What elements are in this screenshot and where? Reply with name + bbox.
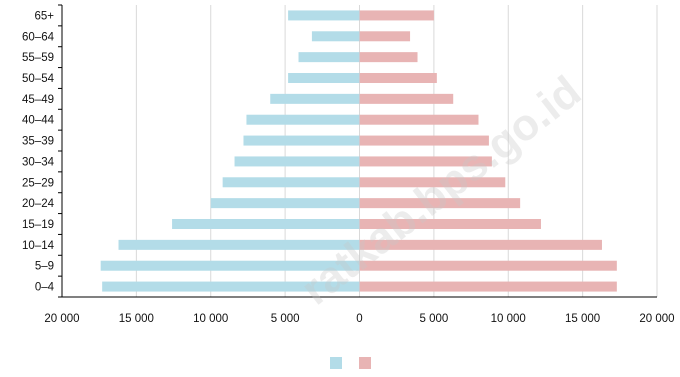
x-tick-label: 15 000: [565, 313, 600, 325]
bar-right-5: [359, 114, 479, 125]
y-tick-label: 20–24: [22, 198, 55, 210]
bar-right-3: [359, 73, 437, 83]
bar-right-9: [359, 198, 521, 209]
bar-left-12: [100, 260, 360, 271]
bar-left-6: [243, 135, 360, 146]
bar-right-7: [359, 156, 492, 167]
y-tick-label: 60–64: [22, 31, 55, 43]
y-tick-labels: 65+ 60–64 55–59 50–54 45–49 40–44 35–39 30–34 25…: [22, 10, 55, 293]
y-tick-label: 15–19: [22, 219, 54, 231]
x-tick-label: 20 000: [44, 313, 79, 325]
bars: [100, 10, 617, 292]
x-tick-labels: 20 000 15 000 10 000 5 000 0 5 000 10 000 15 00…: [44, 313, 674, 325]
bar-right-6: [359, 135, 489, 146]
x-tick-label: 5 000: [419, 313, 448, 325]
x-tick-label: 5 000: [271, 313, 300, 325]
y-tick-label: 35–39: [22, 136, 54, 148]
y-tick-label: 50–54: [22, 73, 55, 85]
bar-left-2: [298, 52, 360, 63]
bar-right-8: [359, 177, 506, 188]
bar-right-0: [359, 10, 434, 21]
bar-right-4: [359, 93, 454, 104]
y-tick-label: 0–4: [35, 282, 55, 294]
bar-right-12: [359, 260, 617, 271]
y-tick-label: 55–59: [22, 52, 54, 64]
bar-left-13: [102, 281, 360, 292]
x-tick-label: 10 000: [193, 313, 228, 325]
y-tick-label: 65+: [34, 10, 54, 22]
bar-left-10: [172, 219, 360, 229]
legend-swatch-right: [359, 357, 371, 369]
bar-left-5: [246, 114, 360, 125]
bar-right-11: [359, 239, 602, 250]
grid-lines: [135, 5, 658, 297]
x-tick-label: 0: [356, 313, 362, 325]
y-tick-label: 40–44: [22, 115, 55, 127]
bar-left-11: [118, 239, 360, 250]
bar-right-1: [359, 31, 411, 42]
bar-left-9: [210, 198, 360, 209]
bar-left-0: [288, 10, 360, 21]
bar-left-7: [234, 156, 360, 167]
bar-left-1: [311, 31, 360, 42]
legend: [330, 357, 371, 369]
x-tick-label: 15 000: [119, 313, 154, 325]
x-tick-label: 20 000: [639, 313, 674, 325]
bar-right-10: [359, 219, 541, 229]
y-tick-label: 5–9: [35, 261, 54, 273]
y-tick-label: 45–49: [22, 94, 54, 106]
bar-left-8: [222, 177, 360, 188]
legend-swatch-left: [330, 357, 342, 369]
y-tick-label: 25–29: [22, 177, 54, 189]
x-tick-label: 10 000: [491, 313, 526, 325]
bar-right-13: [359, 281, 617, 292]
y-tick-label: 30–34: [22, 156, 55, 168]
bar-left-4: [270, 93, 360, 104]
bar-right-2: [359, 52, 418, 63]
bar-left-3: [288, 73, 360, 83]
axes: [58, 4, 657, 298]
y-tick-label: 10–14: [22, 240, 55, 252]
